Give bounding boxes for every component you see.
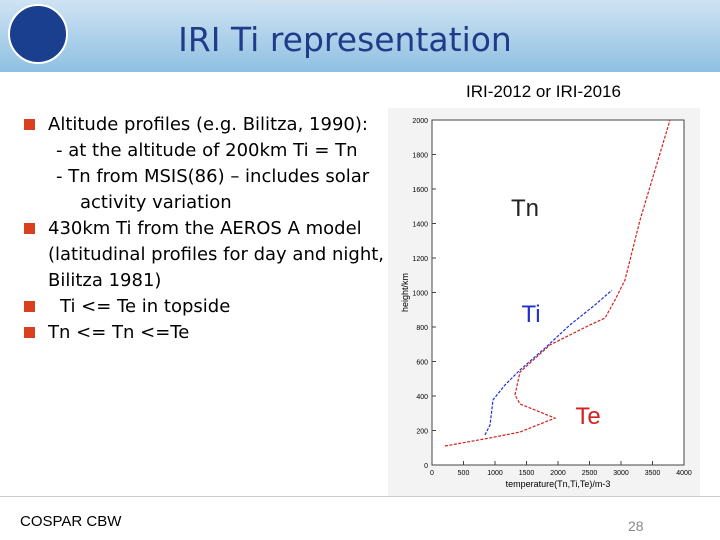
y-tick-label: 1000 [412,291,428,298]
y-tick-label: 1600 [412,187,428,194]
x-tick-label: 2000 [550,470,566,477]
y-tick-label: 1200 [412,256,428,263]
footer-text: COSPAR CBW [20,513,122,530]
x-tick-label: 4000 [676,470,692,477]
x-tick-label: 0 [430,470,434,477]
x-tick-label: 500 [458,470,470,477]
bullet-list: Altitude profiles (e.g. Bilitza, 1990): -… [22,112,392,346]
x-tick-label: 3000 [613,470,629,477]
x-tick-label: 2500 [582,470,598,477]
logo [8,4,68,64]
y-tick-label: 2000 [412,118,428,125]
plot-area [431,119,685,466]
bullet: Ti <= Te in topside [22,294,392,320]
bullet: Altitude profiles (e.g. Bilitza, 1990): [22,112,392,138]
annotation: Ti [521,301,540,328]
chart: 0 200 400 600 800 1000 1200 1400 1600 1800 2000 0 50… [388,108,700,496]
header-band [0,0,720,72]
bullet: Tn <= Tn <=Te [22,320,392,346]
y-tick-label: 1400 [412,222,428,229]
sub-bullet: - at the altitude of 200km Ti = Tn [56,140,358,161]
x-tick-label: 3500 [645,470,661,477]
y-tick-label: 600 [416,360,428,367]
sub-bullet: - Tn from MSIS(86) – includes solar acti… [56,166,370,213]
annotation: Te [575,403,600,430]
x-axis-label: temperature(Tn,Ti,Te)/m-3 [506,479,611,489]
y-tick-label: 1800 [412,153,428,160]
series-line [444,119,671,447]
series-line [484,289,613,436]
annotation: Tn [511,195,539,222]
y-tick-label: 200 [416,429,428,436]
slide-title: IRI Ti representation [178,20,512,59]
bullet: 430km Ti from the AEROS A model (latitud… [22,216,392,294]
y-axis-label: height/km [400,273,410,312]
y-tick-label: 800 [416,325,428,332]
x-tick-label: 1500 [519,470,535,477]
x-tick-label: 1000 [487,470,503,477]
page-number: 28 [628,518,644,534]
subtitle: IRI-2012 or IRI-2016 [466,82,621,101]
divider [0,496,720,497]
y-tick-label: 400 [416,394,428,401]
y-tick-label: 0 [424,463,428,470]
